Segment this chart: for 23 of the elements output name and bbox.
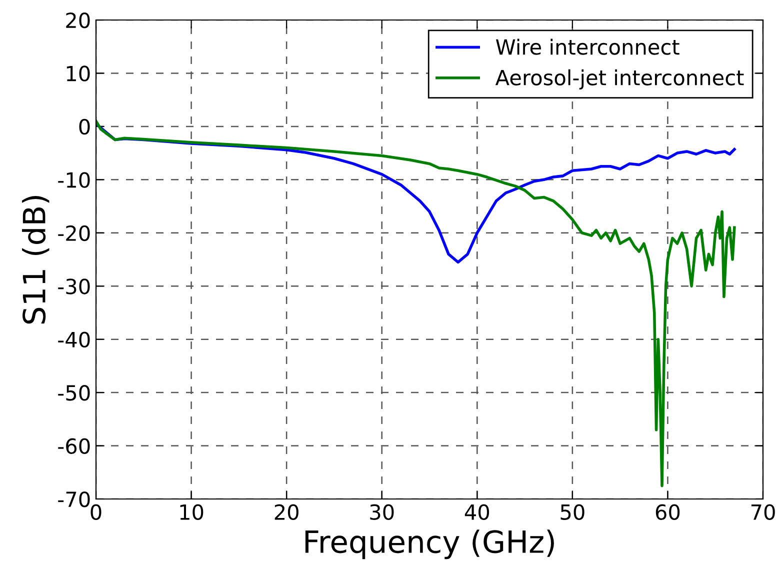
- y-axis-title: S11 (dB): [22, 196, 50, 324]
- x-tick-label: 60: [656, 504, 680, 520]
- y-tick-label: -40: [58, 332, 90, 348]
- y-tick-label: -20: [58, 225, 90, 242]
- x-tick-label: 0: [90, 504, 102, 520]
- y-tick-label: -70: [58, 491, 90, 508]
- y-tick-label: -30: [58, 278, 90, 294]
- y-tick-label: 10: [66, 66, 90, 82]
- y-tick-label: -60: [58, 438, 90, 454]
- y-tick-label: 20: [66, 12, 90, 28]
- x-tick-label: 40: [464, 504, 490, 520]
- y-tick-label: 0: [79, 118, 90, 135]
- x-tick-label: 30: [370, 504, 394, 520]
- y-tick-label: -50: [58, 385, 90, 401]
- x-tick-label: 20: [274, 504, 298, 520]
- x-tick-label: 10: [180, 504, 204, 520]
- line-series: [96, 120, 736, 488]
- x-tick-label: 50: [560, 504, 584, 520]
- y-tick-label: -10: [58, 172, 90, 188]
- x-axis-title: Frequency (GHz): [305, 530, 554, 560]
- legend-label: Wire interconnect: [496, 38, 680, 55]
- legend-label: Aerosol-jet interconnect: [495, 69, 744, 90]
- x-tick-label: 70: [751, 504, 775, 520]
